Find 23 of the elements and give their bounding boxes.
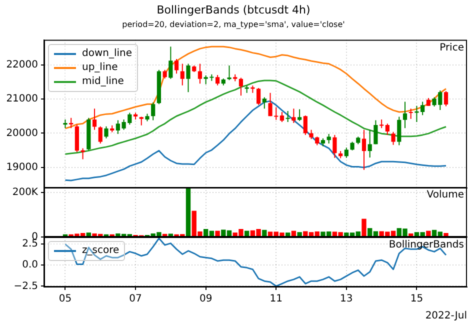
y-tick-label: 200K xyxy=(12,187,38,198)
y-tick-label: 20000 xyxy=(6,128,38,139)
x-axis-title: 2022-Jul xyxy=(425,310,467,322)
annotation: Volume xyxy=(426,190,464,201)
y-tick-label: 2.5 xyxy=(22,238,38,250)
x-tick-label: 15 xyxy=(410,294,424,305)
chart-title: BollingerBands (btcusdt 4h) xyxy=(156,3,310,16)
y-tick-label: 0.0 xyxy=(22,260,38,271)
y-tick-label: 22000 xyxy=(6,59,38,70)
legend-label: up_line xyxy=(82,60,118,75)
x-tick-label: 09 xyxy=(199,294,212,305)
y-tick-label: 21000 xyxy=(6,94,38,105)
y-tick-label: −2.5 xyxy=(14,280,38,292)
annotation: Price xyxy=(440,42,464,54)
x-tick-label: 13 xyxy=(340,294,353,305)
chart-subtitle: period=20, deviation=2, ma_type='sma', value='close' xyxy=(122,20,345,30)
y-tick-label: 19000 xyxy=(6,162,38,174)
annotation: BollingerBands xyxy=(388,240,464,251)
x-tick-label: 05 xyxy=(58,294,72,305)
legend-label: mid_line xyxy=(82,74,124,89)
legend-label: down_line xyxy=(82,46,132,61)
x-tick-label: 11 xyxy=(270,294,282,305)
x-tick-label: 07 xyxy=(129,294,142,305)
